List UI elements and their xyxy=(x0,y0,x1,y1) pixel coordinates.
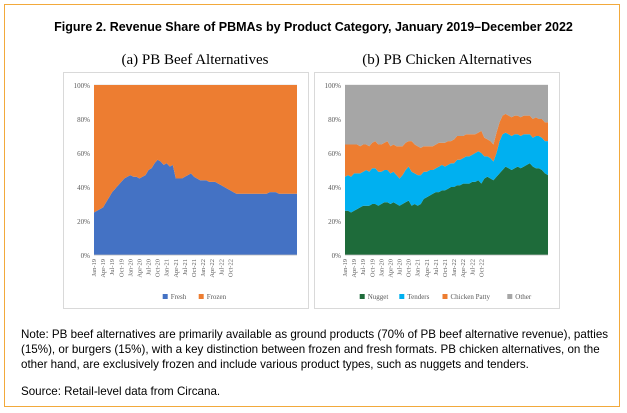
legend-swatch xyxy=(507,294,513,299)
legend-swatch xyxy=(198,294,204,299)
x-tick-label: Apr-21 xyxy=(173,259,180,278)
y-tick-label: 40% xyxy=(77,184,90,192)
x-tick-label: Jul-20 xyxy=(146,259,153,275)
chicken-chart-box: 0% 20% 40% 60% 80% 100% Jan-19 Apr-19 Jul-19 Oct-… xyxy=(314,72,560,309)
y-tick-label: 20% xyxy=(77,218,90,226)
x-tick-label: Jan-20 xyxy=(378,259,385,276)
y-tick-label: 60% xyxy=(328,150,341,158)
y-tick-label: 0% xyxy=(81,252,91,260)
legend-label: Tenders xyxy=(407,293,429,301)
area-other xyxy=(345,85,548,148)
y-tick-label: 80% xyxy=(328,116,341,124)
area-fresh xyxy=(94,159,297,255)
x-tick-label: Oct-19 xyxy=(369,259,376,277)
x-tick-label: Apr-21 xyxy=(424,259,431,278)
y-tick-label: 100% xyxy=(74,82,91,90)
figure-source: Source: Retail-level data from Circana. xyxy=(21,385,221,398)
x-tick-label: Apr-22 xyxy=(209,259,216,278)
figure-frame xyxy=(4,4,620,407)
legend-label: Nugget xyxy=(368,293,389,301)
x-tick-label: Apr-19 xyxy=(351,259,358,278)
legend-label: Fresh xyxy=(171,293,187,301)
figure-title: Figure 2. Revenue Share of PBMAs by Prod… xyxy=(54,20,573,34)
x-tick-label: Jul-22 xyxy=(469,259,476,275)
area-tenders xyxy=(345,132,548,213)
y-tick-label: 100% xyxy=(325,82,342,90)
x-tick-label: Jul-21 xyxy=(182,259,189,275)
legend-swatch xyxy=(162,294,168,299)
x-tick-label: Oct-21 xyxy=(191,259,198,277)
area-frozen xyxy=(94,85,297,213)
area-nugget xyxy=(345,163,548,255)
x-tick-label: Jul-19 xyxy=(360,259,367,275)
x-tick-label: Jul-19 xyxy=(109,259,116,275)
x-tick-label: Jan-19 xyxy=(342,259,349,276)
legend-swatch xyxy=(359,294,365,299)
y-tick-label: 20% xyxy=(328,218,341,226)
x-tick-label: Jan-19 xyxy=(91,259,98,276)
panel-a-title: (a) PB Beef Alternatives xyxy=(121,52,269,68)
x-tick-label: Jan-21 xyxy=(164,259,171,276)
x-tick-label: Jan-20 xyxy=(127,259,134,276)
legend-swatch xyxy=(442,294,448,299)
x-tick-label: Jan-22 xyxy=(451,259,458,276)
beef-chart: 0%20%40%60%80%100%Jan-19 Apr-19 Jul-19 Oct-… xyxy=(74,82,297,301)
x-tick-label: Oct-19 xyxy=(118,259,125,277)
x-tick-label: Jan-21 xyxy=(415,259,422,276)
x-tick-label: Oct-22 xyxy=(227,259,234,277)
area-chicken-patty xyxy=(345,113,548,179)
legend-label: Chicken Patty xyxy=(451,293,491,301)
chicken-chart: 0%20%40%60%80%100%Jan-19 Apr-19 Jul-19 Oct-… xyxy=(325,82,548,301)
x-tick-label: Jan-22 xyxy=(200,259,207,276)
legend-swatch xyxy=(399,294,405,299)
y-tick-label: 60% xyxy=(77,150,90,158)
x-tick-label: Apr-20 xyxy=(136,259,143,278)
y-tick-label: 40% xyxy=(328,184,341,192)
x-tick-label: Oct-22 xyxy=(478,259,485,277)
x-tick-label: Jul-20 xyxy=(397,259,404,275)
y-tick-label: 80% xyxy=(77,116,90,124)
x-tick-label: Jul-22 xyxy=(218,259,225,275)
panel-b-title: (b) PB Chicken Alternatives xyxy=(362,52,532,68)
x-tick-label: Oct-21 xyxy=(442,259,449,277)
legend-label: Other xyxy=(515,293,532,301)
beef-chart-box: 0% 20% 40% 60% 80% 100% Jan-19 Apr-19 Jul-19 Oct-… xyxy=(63,72,309,309)
x-tick-label: Oct-20 xyxy=(406,259,413,277)
figure-note: Note: PB beef alternatives are primarily… xyxy=(21,328,609,371)
x-tick-label: Apr-22 xyxy=(460,259,467,278)
legend-label: Frozen xyxy=(207,293,227,301)
x-tick-label: Apr-20 xyxy=(387,259,394,278)
x-tick-label: Oct-20 xyxy=(155,259,162,277)
y-tick-label: 0% xyxy=(332,252,342,260)
x-tick-label: Jul-21 xyxy=(433,259,440,275)
x-tick-label: Apr-19 xyxy=(100,259,107,278)
